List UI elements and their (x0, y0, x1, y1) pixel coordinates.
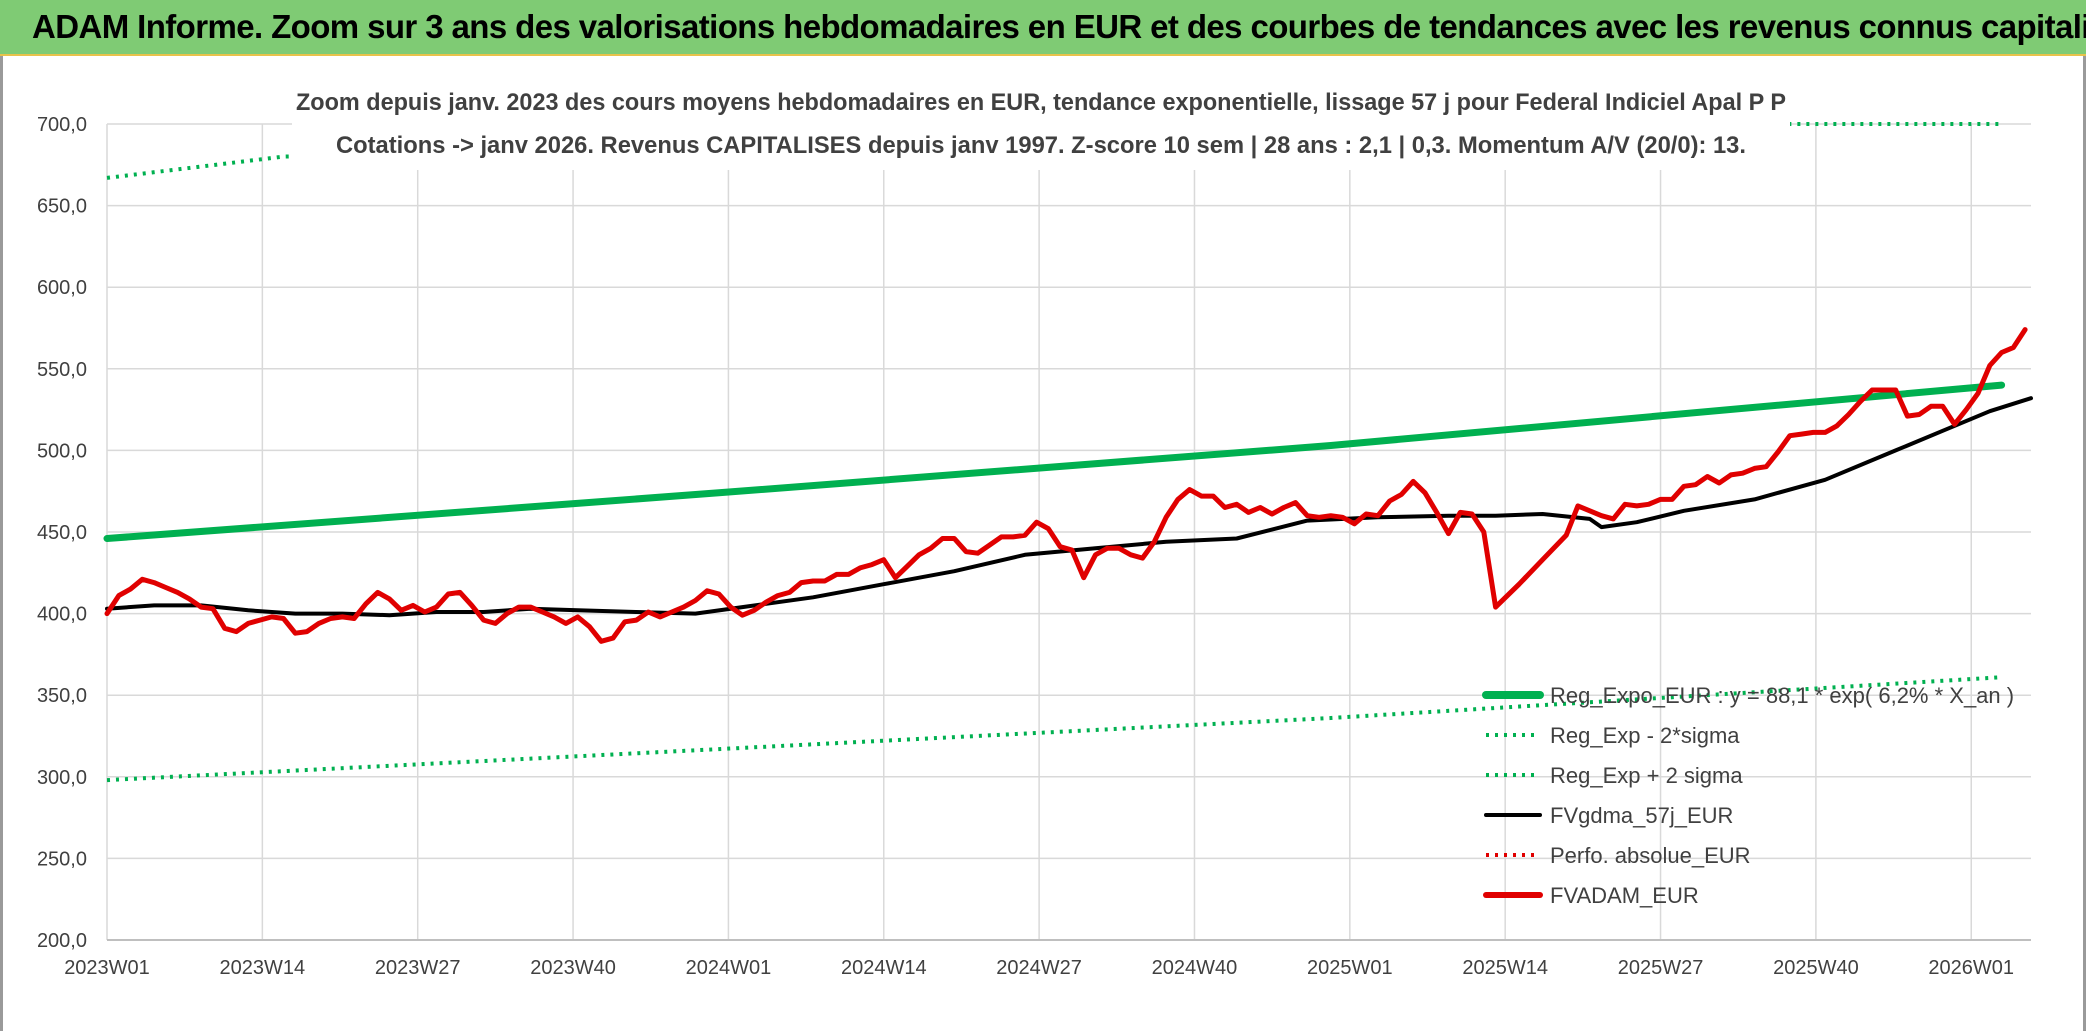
y-tick-label: 250,0 (37, 848, 87, 870)
report-banner: ADAM Informe. Zoom sur 3 ans des valoris… (0, 0, 2086, 56)
y-tick-label: 500,0 (37, 440, 87, 462)
x-tick-label: 2024W14 (841, 957, 927, 979)
series-line-1 (106, 675, 2002, 783)
x-tick-label: 2026W01 (1928, 957, 2014, 979)
chart-subtitle: Cotations -> janv 2026. Revenus CAPITALI… (336, 132, 1746, 159)
series-line-0 (103, 381, 2006, 542)
x-tick-label: 2023W27 (375, 957, 461, 979)
x-axis-tick-labels: 2023W01 2023W14 2023W27 2023W40 2024W01 2024W… (64, 957, 2014, 979)
y-tick-label: 350,0 (37, 685, 87, 707)
legend: Reg_Expo_EUR : y = 88,1 * exp( 6,2% * X_… (1482, 683, 2014, 908)
legend-label-0: Reg_Expo_EUR : y = 88,1 * exp( 6,2% * X_… (1550, 683, 2014, 708)
legend-label-1: Reg_Exp - 2*sigma (1550, 723, 1740, 748)
grid-layer (106, 123, 2031, 940)
y-tick-label: 200,0 (37, 930, 87, 952)
x-tick-label: 2025W40 (1773, 957, 1859, 979)
x-tick-label: 2025W14 (1462, 957, 1548, 979)
chart-title-background (292, 78, 1790, 170)
x-tick-label: 2025W27 (1618, 957, 1704, 979)
x-tick-label: 2023W14 (220, 957, 306, 979)
series-line-5 (104, 327, 2028, 644)
x-tick-label: 2025W01 (1307, 957, 1393, 979)
x-tick-label: 2024W01 (686, 957, 772, 979)
x-tick-label: 2023W40 (530, 957, 616, 979)
y-tick-label: 700,0 (37, 114, 87, 136)
series-line-3 (105, 396, 2033, 618)
report-title: ADAM Informe. Zoom sur 3 ans des valoris… (32, 8, 2086, 45)
legend-label-3: FVgdma_57j_EUR (1550, 803, 1733, 828)
y-tick-label: 600,0 (37, 277, 87, 299)
chart-title: Zoom depuis janv. 2023 des cours moyens … (296, 89, 1786, 116)
x-tick-label: 2023W01 (64, 957, 150, 979)
y-tick-label: 400,0 (37, 604, 87, 626)
y-tick-label: 550,0 (37, 359, 87, 381)
y-axis-tick-labels: 200,0 250,0 300,0 350,0 400,0 450,0 500,0 550,0… (37, 114, 87, 952)
chart-frame (0, 56, 2086, 1031)
legend-label-4: Perfo. absolue_EUR (1550, 843, 1751, 868)
x-tick-label: 2024W27 (996, 957, 1082, 979)
series-layer (103, 122, 2033, 783)
y-tick-label: 650,0 (37, 196, 87, 218)
y-tick-label: 300,0 (37, 767, 87, 789)
x-tick-label: 2024W40 (1152, 957, 1238, 979)
legend-label-2: Reg_Exp + 2 sigma (1550, 763, 1743, 788)
legend-label-5: FVADAM_EUR (1550, 883, 1699, 908)
y-tick-label: 450,0 (37, 522, 87, 544)
